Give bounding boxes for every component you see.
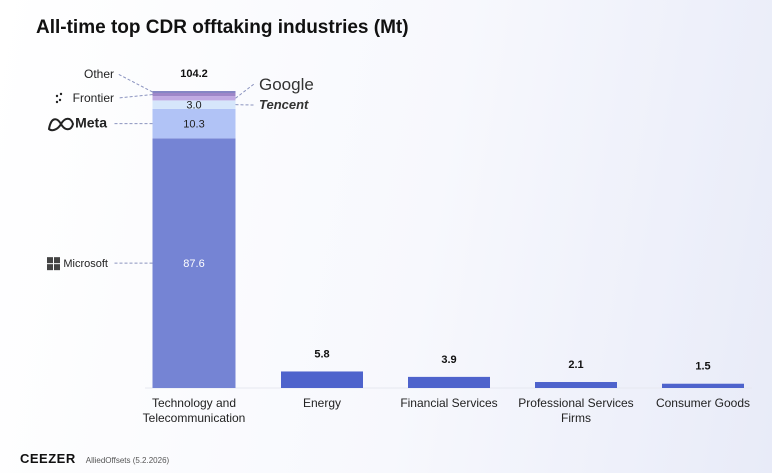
meta-logo-icon — [47, 117, 75, 132]
total-label-4: 1.5 — [695, 361, 710, 373]
company-label-google: Google — [259, 75, 314, 94]
category-label-3-1: Firms — [561, 411, 591, 425]
company-label-tencent: Tencent — [259, 97, 309, 112]
frontier-logo-icon — [55, 92, 63, 104]
category-label-1-0: Energy — [303, 396, 341, 410]
chart-title: All-time top CDR offtaking industries (M… — [36, 17, 409, 38]
segment-value-label-tencent: 3.0 — [186, 100, 201, 112]
category-label-0-0: Technology and — [152, 396, 236, 410]
category-label-2-0: Financial Services — [400, 396, 497, 410]
stack-segment-tencent — [152, 100, 236, 109]
total-label-3: 2.1 — [568, 359, 583, 371]
total-label-1: 5.8 — [314, 348, 329, 360]
company-label-microsoft: Microsoft — [63, 258, 108, 270]
leader-line-google — [235, 83, 255, 99]
bar-1 — [281, 371, 363, 388]
bar-2 — [408, 376, 490, 388]
total-label-0: 104.2 — [180, 68, 208, 80]
category-label-4-0: Consumer Goods — [656, 396, 750, 410]
leader-line-other — [117, 73, 153, 93]
footer: CEEZER AlliedOffsets (5.2.2026) — [20, 451, 169, 466]
category-label-0-1: Telecommunication — [143, 411, 246, 425]
category-label-3-0: Professional Services — [518, 396, 633, 410]
stack-segment-other — [152, 91, 236, 93]
microsoft-logo-icon — [47, 257, 60, 271]
segment-value-label-microsoft: 87.6 — [183, 258, 204, 270]
segment-value-label-meta: 10.3 — [183, 119, 204, 131]
company-label-other: Other — [84, 67, 114, 81]
company-label-frontier: Frontier — [73, 91, 114, 105]
total-label-2: 3.9 — [441, 354, 456, 366]
leader-line-frontier — [117, 94, 153, 99]
bar-3 — [535, 382, 617, 388]
stack-segment-frontier — [152, 92, 236, 97]
stack-segment-google — [152, 96, 236, 101]
company-label-meta: Meta — [75, 115, 107, 131]
brand-logo: CEEZER — [20, 451, 76, 466]
stack-segment-microsoft — [152, 138, 236, 388]
source-note: AlliedOffsets (5.2.2026) — [85, 456, 170, 465]
bar-4 — [662, 383, 744, 388]
stack-segment-meta — [152, 108, 236, 139]
